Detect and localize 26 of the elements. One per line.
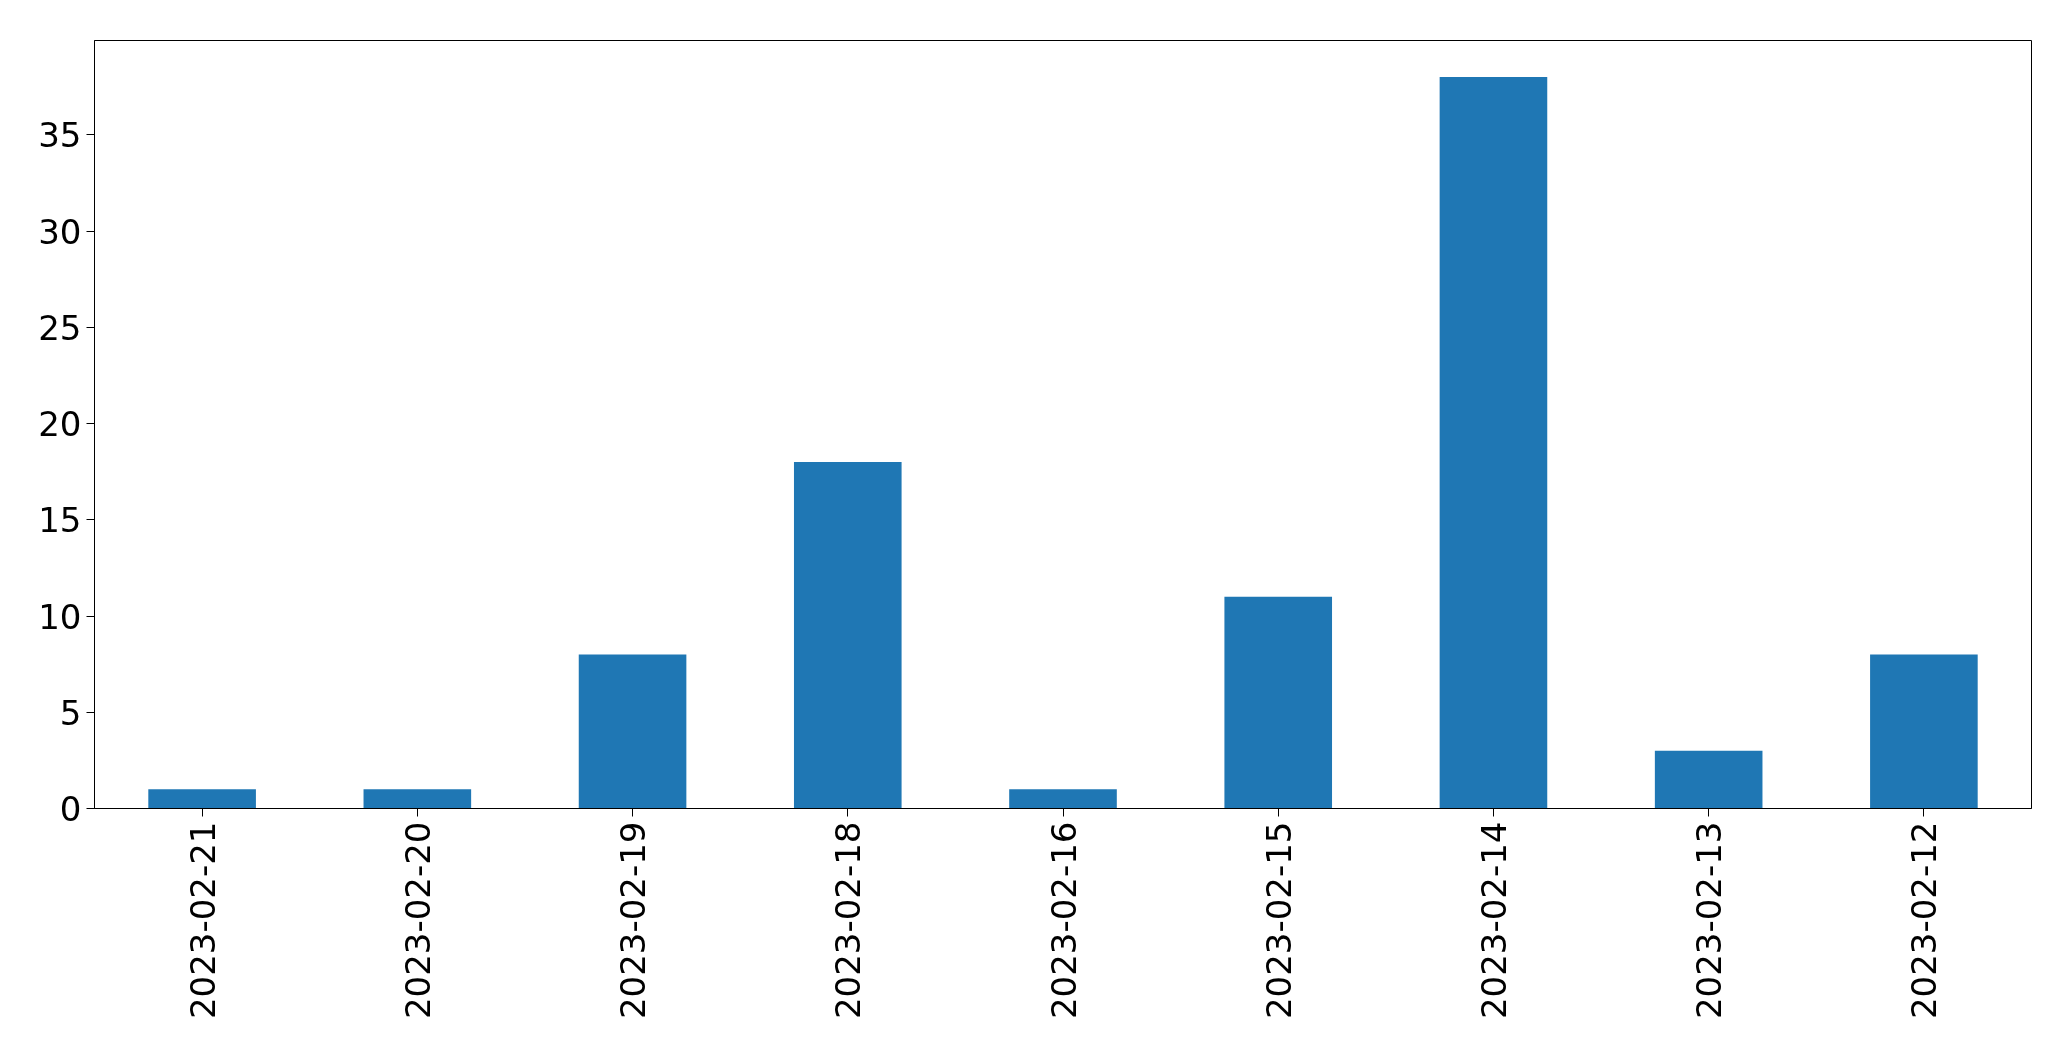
x-tick-label: 2023-02-12 [1904, 821, 1945, 1020]
x-tick-label: 2023-02-16 [1043, 821, 1084, 1020]
bar [1224, 596, 1333, 809]
x-tick-label: 2023-02-13 [1689, 821, 1730, 1020]
x-tick-label: 2023-02-20 [397, 821, 438, 1020]
y-tick-label: 10 [38, 596, 82, 637]
x-tick-label: 2023-02-18 [828, 821, 869, 1020]
bar [1870, 654, 1978, 809]
y-tick-label: 35 [38, 115, 82, 156]
y-tick-label: 15 [38, 500, 82, 541]
y-tick-label: 5 [59, 692, 82, 733]
bar [578, 654, 687, 809]
x-tick-label: 2023-02-14 [1473, 821, 1514, 1020]
bar [148, 789, 256, 809]
y-tick-label: 30 [38, 211, 82, 252]
x-tick-label: 2023-02-15 [1258, 821, 1299, 1020]
bar [363, 789, 472, 809]
y-tick-label: 20 [38, 404, 82, 445]
bar [793, 462, 902, 809]
y-tick-label: 25 [38, 307, 82, 348]
bar [1654, 750, 1763, 809]
x-tick-label: 2023-02-19 [613, 821, 654, 1020]
bar [1439, 77, 1548, 809]
x-tick-label: 2023-02-21 [182, 821, 223, 1020]
y-tick-label: 0 [59, 789, 82, 829]
bar [1009, 789, 1117, 809]
